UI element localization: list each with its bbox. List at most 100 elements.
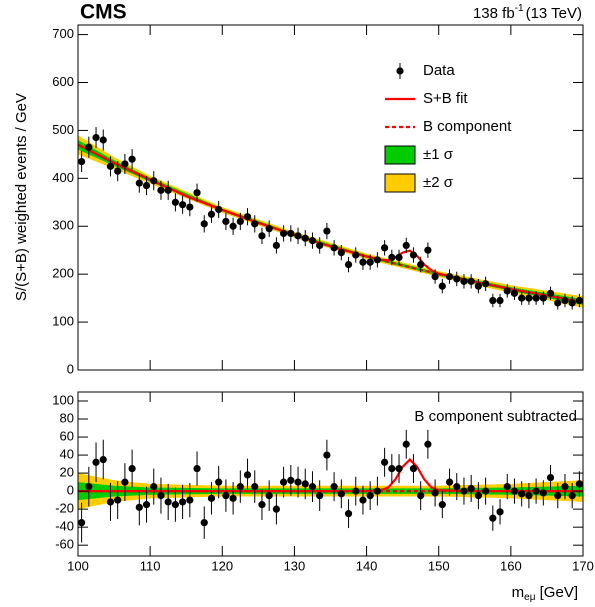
x-label-unit: [GeV] bbox=[535, 584, 578, 601]
data-point bbox=[539, 294, 547, 302]
data-point bbox=[409, 464, 418, 473]
y-tick-label: 20 bbox=[60, 465, 74, 480]
data-point bbox=[402, 241, 410, 250]
data-point bbox=[539, 489, 547, 497]
plot-area bbox=[78, 429, 583, 543]
legend-label: ±2 σ bbox=[423, 174, 454, 191]
data-point bbox=[424, 246, 432, 254]
data-point bbox=[121, 478, 129, 486]
data-point bbox=[431, 272, 439, 281]
frame bbox=[77, 391, 584, 557]
data-point bbox=[381, 458, 389, 466]
y-axis-label: S/(S+B) weighted events / GeV bbox=[13, 93, 30, 301]
fit-curve bbox=[78, 143, 583, 304]
data-point bbox=[424, 440, 432, 448]
x-tick-label: 170 bbox=[572, 558, 594, 573]
data-point bbox=[251, 220, 259, 228]
frame bbox=[77, 24, 584, 371]
data-point bbox=[525, 492, 533, 500]
data-point bbox=[171, 198, 179, 206]
data-point bbox=[186, 496, 194, 504]
data-point bbox=[186, 203, 194, 211]
data-point bbox=[532, 487, 540, 495]
plot-area bbox=[78, 127, 583, 310]
data-point bbox=[287, 229, 295, 238]
data-point bbox=[467, 484, 475, 493]
data-point bbox=[164, 498, 172, 506]
data-point bbox=[316, 492, 324, 500]
x-tick-label: 140 bbox=[356, 558, 378, 573]
data-point bbox=[142, 181, 151, 190]
data-point bbox=[554, 299, 562, 307]
y-tick-label: 400 bbox=[52, 170, 74, 185]
data-point bbox=[200, 220, 208, 228]
data-point bbox=[445, 478, 454, 486]
data-point bbox=[510, 487, 519, 495]
data-point bbox=[460, 277, 468, 285]
data-point bbox=[99, 455, 107, 464]
y-tick-label: 60 bbox=[60, 428, 74, 443]
x-tick-label: 130 bbox=[284, 558, 306, 573]
data-point bbox=[417, 260, 425, 269]
x-label-symbol: m bbox=[512, 584, 525, 601]
y-tick-label: 0 bbox=[67, 361, 74, 376]
data-point bbox=[575, 480, 583, 488]
data-point bbox=[92, 458, 100, 466]
y-tick-label: 40 bbox=[60, 447, 74, 462]
y-tick-label: -60 bbox=[55, 537, 74, 552]
data-point bbox=[366, 492, 374, 500]
data-point bbox=[193, 189, 201, 197]
data-point bbox=[568, 492, 576, 500]
data-point bbox=[308, 237, 317, 245]
y-tick-label: 500 bbox=[52, 122, 74, 137]
data-point bbox=[229, 494, 237, 502]
x-axis-label: meμ [GeV] bbox=[512, 584, 578, 603]
data-point bbox=[381, 244, 389, 252]
data-point bbox=[280, 229, 288, 238]
data-point bbox=[359, 496, 367, 504]
data-point bbox=[301, 480, 309, 488]
y-tick-label: 80 bbox=[60, 410, 74, 425]
data-point bbox=[395, 464, 403, 473]
data-point bbox=[561, 296, 569, 305]
data-point bbox=[265, 225, 273, 233]
data-point bbox=[179, 498, 187, 506]
data-point bbox=[207, 210, 216, 218]
data-point bbox=[316, 241, 324, 250]
data-point bbox=[395, 253, 403, 261]
data-point bbox=[258, 232, 266, 240]
data-point bbox=[114, 496, 122, 504]
data-point bbox=[445, 272, 454, 281]
data-point bbox=[496, 508, 504, 516]
legend-symbol bbox=[384, 145, 416, 165]
lumi-energy: (13 TeV) bbox=[526, 5, 582, 22]
data-point bbox=[438, 282, 446, 290]
data-point bbox=[474, 492, 482, 500]
data-point bbox=[222, 217, 230, 226]
lumi-exponent: -1 bbox=[515, 3, 524, 14]
data-point bbox=[135, 179, 143, 187]
y-tick-label: 300 bbox=[52, 218, 74, 233]
data-point bbox=[106, 498, 115, 506]
data-point bbox=[337, 249, 345, 257]
data-point bbox=[344, 510, 353, 518]
data-point bbox=[157, 186, 165, 194]
data-point bbox=[92, 134, 100, 142]
data-point bbox=[323, 227, 331, 235]
data-point bbox=[258, 501, 266, 509]
legend-label: ±1 σ bbox=[423, 146, 454, 163]
fit-curve bbox=[78, 143, 583, 304]
legend-label: Data bbox=[423, 62, 455, 79]
data-point bbox=[236, 217, 244, 226]
data-point bbox=[78, 157, 86, 166]
data-point bbox=[366, 258, 374, 266]
data-point bbox=[157, 492, 165, 500]
data-point bbox=[85, 143, 93, 151]
data-point bbox=[135, 503, 143, 511]
data-point bbox=[453, 483, 461, 491]
x-tick-label: 100 bbox=[67, 558, 89, 573]
data-point bbox=[467, 277, 475, 285]
data-point bbox=[568, 299, 576, 307]
data-point bbox=[518, 294, 526, 302]
y-tick-label: 200 bbox=[52, 266, 74, 281]
